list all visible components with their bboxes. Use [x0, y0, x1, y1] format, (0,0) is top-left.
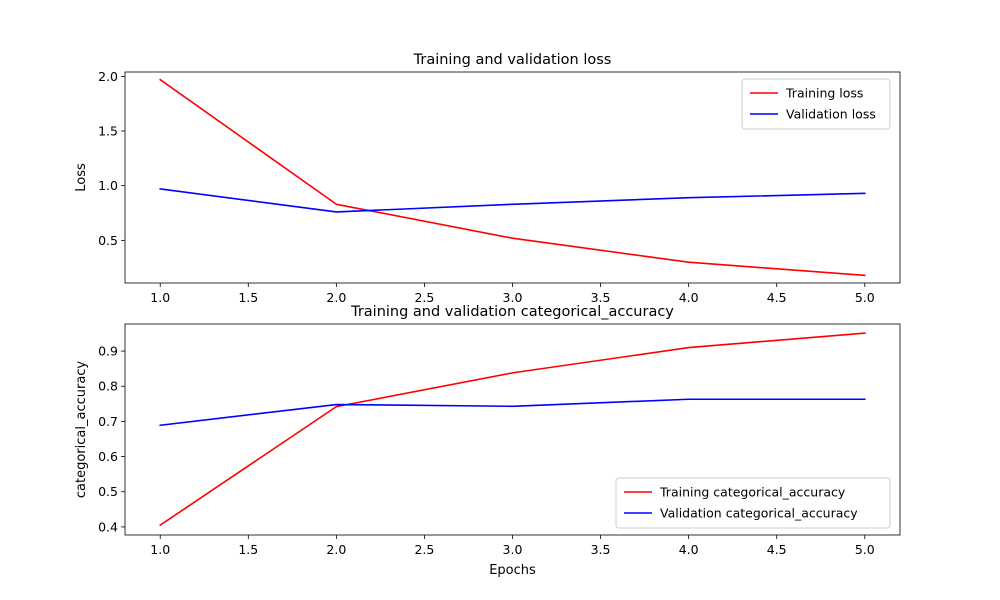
x-tick-label: 3.5 — [591, 290, 611, 305]
x-tick-label: 3.0 — [503, 290, 523, 305]
x-tick-label: 4.0 — [679, 290, 699, 305]
series-line-training — [159, 78, 866, 277]
legend-entry-label: Training categorical_accuracy — [659, 485, 846, 500]
y-tick-label: 1.0 — [98, 178, 118, 193]
x-tick-label: 2.0 — [326, 542, 346, 557]
legend-box — [741, 78, 891, 130]
y-tick-label: 0.5 — [98, 233, 118, 248]
chart-title: Training and validation categorical_accu… — [350, 304, 674, 320]
x-axis-label: Epochs — [489, 563, 536, 578]
y-tick-label: 0.8 — [98, 379, 118, 394]
subplot-2: Training and validation categorical_accu… — [74, 304, 901, 578]
y-axis-label: categorical_accuracy — [74, 361, 89, 499]
chart-title: Training and validation loss — [413, 52, 612, 68]
legend: Training loss Validation loss — [741, 78, 891, 130]
x-tick-label: 1.5 — [238, 542, 258, 557]
x-tick-label: 1.0 — [150, 542, 170, 557]
legend-entry-label: Validation loss — [786, 107, 876, 122]
legend-entry-label: Training loss — [785, 86, 863, 101]
y-axis-label: Loss — [74, 163, 89, 192]
series-line-validation — [159, 188, 866, 213]
x-tick-label: 3.0 — [503, 542, 523, 557]
y-tick-label: 0.9 — [98, 344, 118, 359]
y-tick-label: 0.7 — [98, 414, 118, 429]
legend-entry-label: Validation categorical_accuracy — [660, 506, 858, 521]
x-tick-label: 3.5 — [591, 542, 611, 557]
legend: Training categorical_accuracy Validation … — [615, 477, 891, 529]
y-tick-label: 0.5 — [98, 484, 118, 499]
y-tick-label: 2.0 — [98, 69, 118, 84]
series-line-training — [159, 332, 866, 527]
x-tick-label: 2.5 — [414, 290, 434, 305]
x-tick-label: 5.0 — [855, 542, 875, 557]
x-tick-label: 4.0 — [679, 542, 699, 557]
legend-box — [615, 477, 891, 529]
y-tick-label: 0.4 — [98, 519, 118, 534]
y-tick-label: 1.5 — [98, 124, 118, 139]
x-tick-label: 1.0 — [150, 290, 170, 305]
x-tick-label: 4.5 — [767, 542, 787, 557]
y-tick-label: 0.6 — [98, 449, 118, 464]
x-tick-label: 1.5 — [238, 290, 258, 305]
x-tick-label: 4.5 — [767, 290, 787, 305]
series-line-validation — [159, 398, 866, 427]
x-tick-label: 5.0 — [855, 290, 875, 305]
subplot-1: Training and validation loss 1.0 1.5 2.0 2.5… — [74, 52, 901, 305]
x-tick-label: 2.5 — [414, 542, 434, 557]
x-tick-label: 2.0 — [326, 290, 346, 305]
